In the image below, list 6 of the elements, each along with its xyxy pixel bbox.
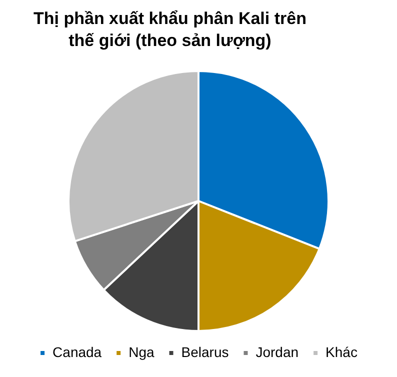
legend-label: Jordan [256, 344, 299, 360]
legend-label: Belarus [181, 344, 229, 360]
legend-label: Canada [52, 344, 102, 360]
legend-label: Nga [128, 344, 154, 360]
chart-title: Thị phần xuất khẩu phân Kali trên thế giới (theo sản lượng) [32, 8, 308, 52]
legend-label: Khác [326, 344, 358, 360]
